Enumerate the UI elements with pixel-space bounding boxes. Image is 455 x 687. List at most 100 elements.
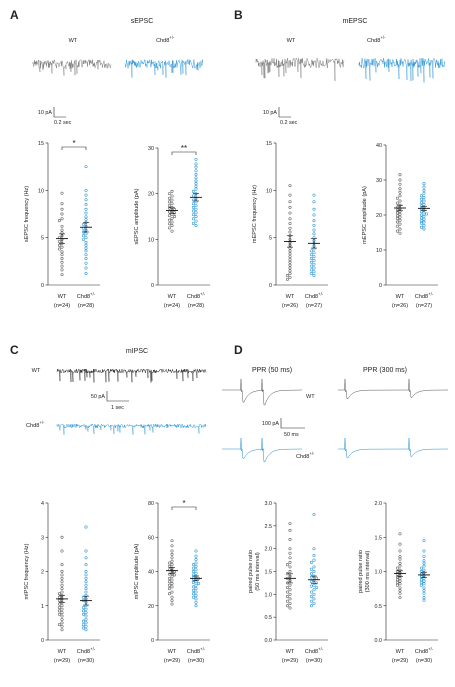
group-n-label: (n=30) [306, 658, 322, 664]
y-tick-label: 1.5 [265, 570, 273, 576]
data-point [398, 576, 402, 580]
data-point [288, 606, 292, 610]
group-label: WT [58, 294, 67, 300]
y-tick-label: 2.5 [265, 524, 273, 530]
group-label: WT [168, 649, 177, 655]
data-point [81, 222, 85, 226]
data-point [309, 249, 313, 253]
data-point [194, 184, 198, 188]
data-point [84, 243, 88, 247]
data-point [419, 570, 423, 573]
data-point [84, 249, 88, 253]
data-point [312, 262, 316, 266]
y-tick-label: 10 [266, 188, 272, 194]
data-point [422, 554, 426, 558]
data-point [422, 539, 426, 543]
data-point [288, 275, 292, 279]
data-point [60, 628, 64, 632]
data-point [422, 211, 426, 215]
data-point [173, 573, 177, 577]
data-point [398, 561, 402, 565]
data-point [170, 595, 174, 599]
panel-c-trace-chd8-label: Chd8+/- [26, 420, 45, 429]
data-point [288, 272, 292, 276]
data-point [419, 219, 423, 223]
chart-sepsc-frequency: 0 5 10 15 sEPSC frequency (Hz) WT (n=24) Chd8+/… [24, 139, 100, 309]
data-point [422, 227, 426, 231]
data-point [81, 623, 85, 627]
data-point [84, 624, 88, 628]
data-point [288, 583, 292, 587]
data-point [422, 189, 426, 192]
data-point [194, 173, 198, 176]
data-point [84, 198, 88, 202]
data-point [60, 250, 64, 254]
data-point [194, 594, 198, 597]
data-point [81, 605, 85, 609]
data-point [81, 612, 85, 616]
group-n-label: (n=29) [164, 658, 180, 664]
group-n-label: (n=28) [78, 303, 94, 309]
data-point [312, 588, 316, 592]
data-point [81, 619, 85, 623]
data-point [395, 572, 399, 576]
data-point [419, 221, 423, 225]
panel-b-title: mEPSC [343, 18, 368, 25]
data-point [60, 583, 64, 587]
data-point [422, 559, 426, 563]
data-point [84, 232, 88, 236]
sepsc-wt-trace-line [32, 58, 112, 76]
data-point [167, 200, 171, 204]
panel-b-scale-y: 10 pA [263, 110, 277, 116]
panel-c-trace-wt-label: WT [32, 368, 41, 374]
group-n-label: (n=26) [282, 303, 298, 309]
panel-d-title-50: PPR (50 ms) [252, 367, 292, 374]
data-point [84, 257, 88, 260]
data-point [422, 196, 426, 199]
data-point [84, 621, 88, 625]
data-point [419, 197, 423, 201]
y-axis-label-line2: (300 ms interval) [365, 551, 371, 593]
panel-a-trace-wt-label: WT [69, 38, 78, 44]
data-point [60, 563, 64, 567]
data-point [167, 214, 171, 218]
data-point [422, 598, 426, 602]
data-point [288, 230, 292, 234]
group-n-label: (n=26) [392, 303, 408, 309]
data-point [60, 604, 64, 608]
panel-d-wt-trace-300 [338, 378, 449, 400]
data-point [309, 560, 313, 564]
data-point [422, 579, 426, 583]
group-label: Chd8+/- [415, 646, 434, 655]
y-tick-label: 0.0 [265, 638, 273, 644]
data-point [60, 549, 64, 553]
data-point [191, 570, 195, 573]
group-n-label: (n=24) [54, 303, 70, 309]
group-label: Chd8+/- [415, 291, 434, 300]
data-point [194, 215, 198, 218]
data-point [194, 549, 198, 553]
data-point [167, 592, 171, 596]
data-point [84, 246, 88, 250]
data-point [84, 587, 88, 591]
significance-label: * [182, 499, 185, 508]
data-point [395, 208, 399, 212]
data-point [288, 266, 292, 270]
data-point [60, 207, 64, 211]
panel-c-scale-x: 1 sec [111, 405, 124, 411]
data-point [425, 212, 429, 216]
y-tick-label: 0 [269, 283, 272, 289]
y-tick-label: 0 [151, 638, 154, 644]
panel-letter-b: B [234, 8, 243, 22]
data-point [194, 224, 198, 228]
data-point [170, 224, 174, 228]
data-point [191, 213, 195, 217]
panel-d-wt-trace-50 [222, 378, 303, 406]
data-point [419, 572, 423, 576]
data-point [191, 585, 195, 589]
data-point [84, 576, 88, 580]
panel-c-wt-trace [56, 368, 207, 383]
data-point [398, 596, 402, 600]
data-point [84, 240, 88, 244]
data-point [84, 188, 88, 192]
